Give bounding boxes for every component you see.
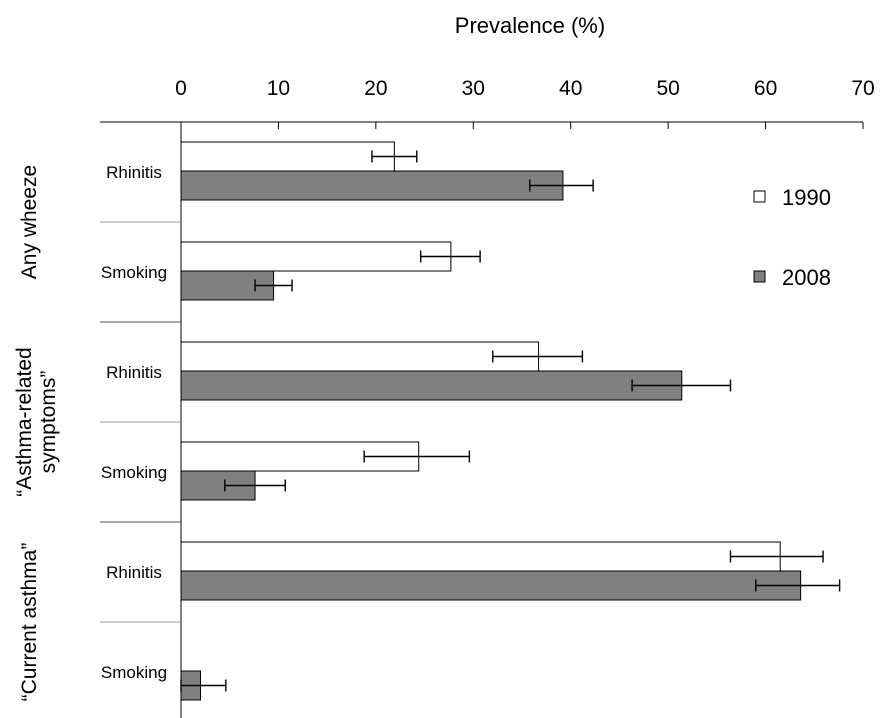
error-bar-1990: [492, 350, 584, 363]
error-bar-1990: [363, 450, 471, 463]
category-label: Rhinitis: [106, 163, 162, 182]
category-label: Smoking: [101, 663, 167, 682]
error-bar-1990: [729, 550, 824, 563]
x-tick-label: 40: [559, 77, 582, 100]
error-bar-1990: [371, 150, 418, 163]
bar-2008: [180, 370, 683, 401]
error-bar-2008: [755, 579, 841, 592]
x-axis-title: Prevalence (%): [455, 13, 605, 38]
error-bar-2008: [224, 479, 286, 492]
x-tick-label: 20: [364, 77, 387, 100]
plot-area: [180, 141, 841, 701]
group-label: Any wheeze: [18, 165, 41, 279]
legend: 1990 2008: [753, 185, 831, 290]
bar-1990: [180, 241, 452, 272]
error-bar-2008: [254, 279, 293, 292]
category-label: Rhinitis: [106, 363, 162, 382]
error-bar-1990: [419, 250, 481, 263]
category-labels: Rhinitis Smoking Rhinitis Smoking Rhinitis Sm…: [101, 163, 167, 682]
x-tick-label: 0: [175, 77, 187, 100]
category-label: Smoking: [101, 263, 167, 282]
x-axis: 0 10 20 30 40 50 60 70: [100, 77, 875, 718]
x-tick-label: 10: [267, 77, 290, 100]
group-label: “Asthma-related: [13, 347, 36, 496]
x-tick-label: 50: [656, 77, 679, 100]
error-bar-2008: [631, 379, 732, 392]
x-tick-label: 30: [462, 77, 485, 100]
legend-label: 1990: [782, 185, 831, 210]
category-label: Smoking: [101, 463, 167, 482]
legend-swatch-1990: [753, 190, 766, 203]
group-label: “Current asthma”: [18, 543, 41, 702]
bar-1990: [180, 541, 781, 572]
x-tick-label: 70: [851, 77, 874, 100]
group-label: symptoms”: [37, 371, 60, 474]
bar-2008: [180, 170, 564, 201]
legend-label: 2008: [782, 265, 831, 290]
bar-2008: [180, 570, 802, 601]
bar-1990: [180, 341, 540, 372]
error-bar-2008: [529, 179, 594, 192]
legend-swatch-2008: [753, 270, 766, 283]
category-label: Rhinitis: [106, 563, 162, 582]
error-bar-2008: [180, 679, 227, 692]
bar-1990: [180, 141, 395, 172]
group-labels: Any wheeze “Asthma-related symptoms” “Curre…: [13, 165, 60, 702]
x-tick-label: 60: [754, 77, 777, 100]
